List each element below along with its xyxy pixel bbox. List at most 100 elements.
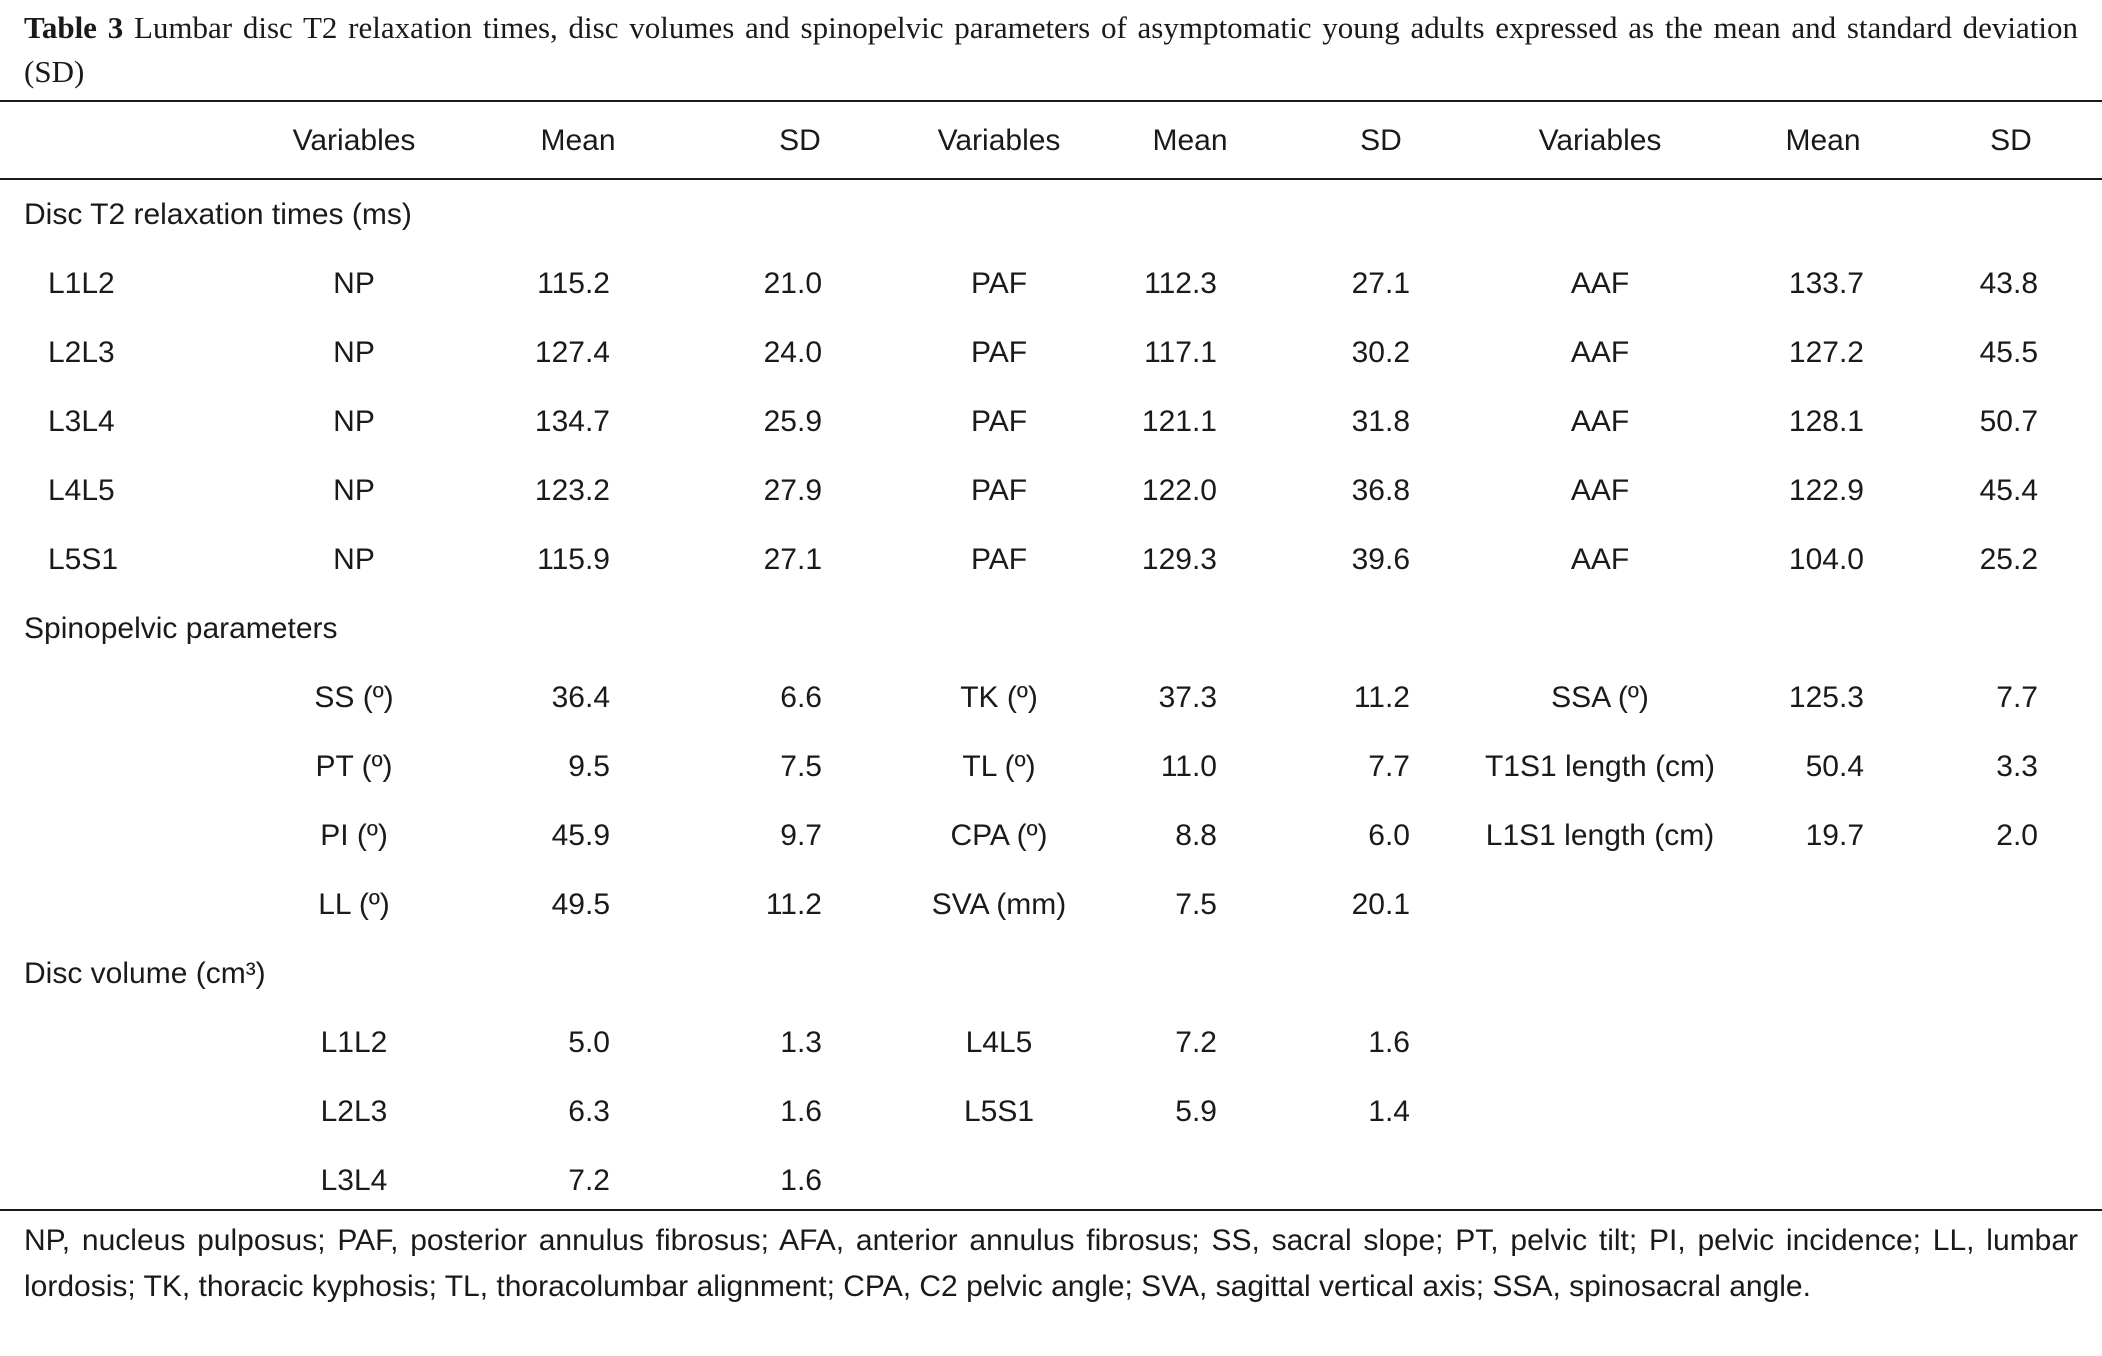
cell-t2-v1: NP [333, 474, 375, 507]
cell-volume-m2: 5.9 [1175, 1095, 1217, 1128]
cell-spino-m3: 125.3 [1788, 681, 1864, 714]
cell-volume-m1: 6.3 [568, 1095, 610, 1128]
cell-t2-m1: 127.4 [534, 336, 610, 369]
cell-volume-v2: L5S1 [963, 1095, 1035, 1128]
cell-t2-m2: 121.1 [1141, 405, 1217, 438]
cell-t2-v2: PAF [970, 336, 1028, 369]
cell-spino-s1: 9.7 [780, 819, 822, 852]
table-caption-text: Lumbar disc T2 relaxation times, disc vo… [24, 10, 2078, 89]
cell-volume-s2: 1.6 [1368, 1026, 1410, 1059]
cell-spino-s2: 20.1 [1351, 888, 1410, 921]
cell-spino-v2: CPA (º) [950, 819, 1048, 852]
cell-spino-s3: 3.3 [1996, 750, 2038, 783]
table-caption: Table 3 Lumbar disc T2 relaxation times,… [24, 6, 2078, 94]
cell-t2-m1: 115.2 [537, 267, 610, 300]
cell-spino-m2: 7.5 [1175, 888, 1217, 921]
cell-t2-level: L5S1 [48, 543, 119, 576]
cell-spino-v2: TK (º) [960, 681, 1038, 714]
cell-spino-v2: SVA (mm) [931, 888, 1067, 921]
cell-t2-s3: 45.5 [1979, 336, 2038, 369]
cell-t2-level: L4L5 [48, 474, 115, 507]
cell-t2-v2: PAF [970, 267, 1028, 300]
column-header-variables: Variables [1538, 124, 1662, 157]
cell-volume-m1: 5.0 [568, 1026, 610, 1059]
cell-t2-m2: 122.0 [1141, 474, 1217, 507]
cell-spino-v2: TL (º) [962, 750, 1036, 783]
column-header-sd: SD [779, 124, 821, 157]
cell-spino-m2: 37.3 [1158, 681, 1217, 714]
cell-t2-s2: 39.6 [1351, 543, 1410, 576]
cell-spino-v3: L1S1 length (cm) [1485, 819, 1715, 852]
cell-t2-level: L2L3 [48, 336, 115, 369]
cell-t2-m1: 115.9 [537, 543, 610, 576]
column-header-mean: Mean [1785, 124, 1861, 157]
cell-spino-v1: SS (º) [314, 681, 394, 714]
cell-t2-level: L3L4 [48, 405, 115, 438]
cell-volume-m2: 7.2 [1175, 1026, 1217, 1059]
cell-t2-v1: NP [333, 543, 375, 576]
cell-spino-v1: PT (º) [315, 750, 393, 783]
column-header-sd: SD [1990, 124, 2032, 157]
cell-t2-m1: 134.7 [534, 405, 610, 438]
cell-spino-m1: 49.5 [551, 888, 610, 921]
cell-spino-m1: 36.4 [551, 681, 610, 714]
table-footnote: NP, nucleus pulposus; PAF, posterior ann… [24, 1224, 2078, 1303]
cell-t2-v2: PAF [970, 543, 1028, 576]
cell-volume-v1: L2L3 [320, 1095, 388, 1128]
cell-t2-s3: 43.8 [1979, 267, 2038, 300]
cell-volume-v2: L4L5 [965, 1026, 1033, 1059]
cell-spino-m3: 19.7 [1805, 819, 1864, 852]
cell-spino-s3: 7.7 [1996, 681, 2038, 714]
cell-spino-m1: 9.5 [568, 750, 610, 783]
cell-t2-v3: AAF [1570, 405, 1630, 438]
cell-spino-m1: 45.9 [551, 819, 610, 852]
cell-t2-m3: 104.0 [1788, 543, 1864, 576]
cell-t2-s2: 31.8 [1351, 405, 1410, 438]
cell-spino-v3: T1S1 length (cm) [1484, 750, 1716, 783]
column-header-sd: SD [1360, 124, 1402, 157]
cell-t2-s2: 27.1 [1351, 267, 1410, 300]
cell-t2-level: L1L2 [48, 267, 115, 300]
cell-t2-s3: 50.7 [1979, 405, 2038, 438]
column-header-variables: Variables [937, 124, 1061, 157]
column-header-variables: Variables [292, 124, 416, 157]
cell-spino-s3: 2.0 [1996, 819, 2038, 852]
cell-spino-m3: 50.4 [1805, 750, 1864, 783]
cell-spino-v1: PI (º) [320, 819, 388, 852]
section-title-t2: Disc T2 relaxation times (ms) [24, 198, 412, 231]
cell-volume-s1: 1.6 [780, 1095, 822, 1128]
cell-t2-s3: 25.2 [1979, 543, 2038, 576]
cell-t2-s1: 25.9 [763, 405, 822, 438]
cell-volume-s1: 1.3 [780, 1026, 822, 1059]
cell-t2-v1: NP [333, 336, 375, 369]
cell-t2-v1: NP [333, 267, 375, 300]
cell-t2-s2: 30.2 [1351, 336, 1410, 369]
cell-spino-s2: 11.2 [1353, 681, 1410, 714]
cell-t2-m3: 133.7 [1788, 267, 1864, 300]
cell-spino-m2: 11.0 [1160, 750, 1217, 783]
cell-t2-v3: AAF [1570, 543, 1630, 576]
cell-spino-v3: SSA (º) [1551, 681, 1649, 714]
cell-t2-v3: AAF [1570, 267, 1630, 300]
cell-spino-s2: 6.0 [1368, 819, 1410, 852]
cell-spino-s1: 11.2 [765, 888, 822, 921]
cell-spino-s1: 7.5 [780, 750, 822, 783]
cell-t2-v3: AAF [1570, 336, 1630, 369]
table-label: Table 3 [24, 10, 124, 45]
cell-spino-m2: 8.8 [1175, 819, 1217, 852]
column-header-mean: Mean [1152, 124, 1228, 157]
cell-t2-v3: AAF [1570, 474, 1630, 507]
cell-volume-v1: L3L4 [320, 1164, 388, 1197]
cell-t2-m1: 123.2 [534, 474, 610, 507]
cell-t2-m3: 122.9 [1788, 474, 1864, 507]
column-header-mean: Mean [540, 124, 616, 157]
cell-t2-v2: PAF [970, 474, 1028, 507]
table-header-rule [0, 178, 2102, 180]
section-title-volume: Disc volume (cm³) [24, 957, 266, 990]
cell-volume-v1: L1L2 [320, 1026, 388, 1059]
cell-t2-s2: 36.8 [1351, 474, 1410, 507]
cell-t2-s1: 21.0 [763, 267, 822, 300]
cell-spino-v1: LL (º) [318, 888, 390, 921]
cell-volume-m1: 7.2 [568, 1164, 610, 1197]
cell-volume-s1: 1.6 [780, 1164, 822, 1197]
